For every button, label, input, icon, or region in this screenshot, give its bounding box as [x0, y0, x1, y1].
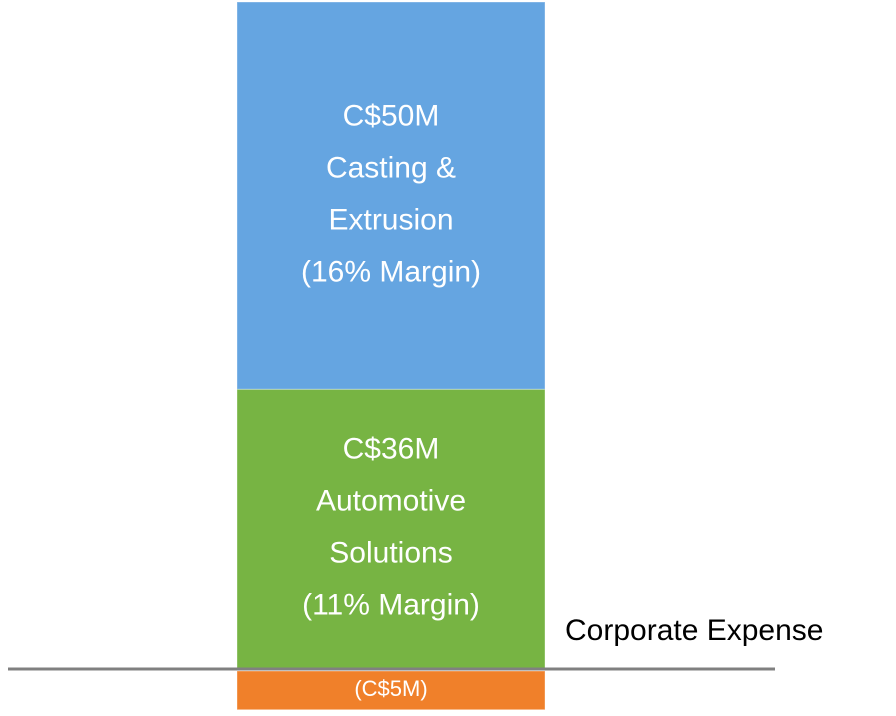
bar-segment	[236, 388, 546, 669]
segment-label: C$50M	[343, 100, 440, 133]
segment-label: Automotive	[316, 485, 466, 518]
segment-label: Extrusion	[328, 204, 453, 237]
segment-label: (C$5M)	[354, 676, 427, 701]
segment-label: C$36M	[343, 433, 440, 466]
segment-label: Casting &	[326, 152, 456, 185]
segment-label: Solutions	[329, 537, 452, 570]
bar-segment	[236, 1, 546, 390]
segment-label: (16% Margin)	[301, 256, 481, 289]
bar-segment	[236, 670, 546, 711]
segment-name: Corporate Expense	[565, 614, 824, 647]
segment-label: (11% Margin)	[302, 589, 480, 622]
